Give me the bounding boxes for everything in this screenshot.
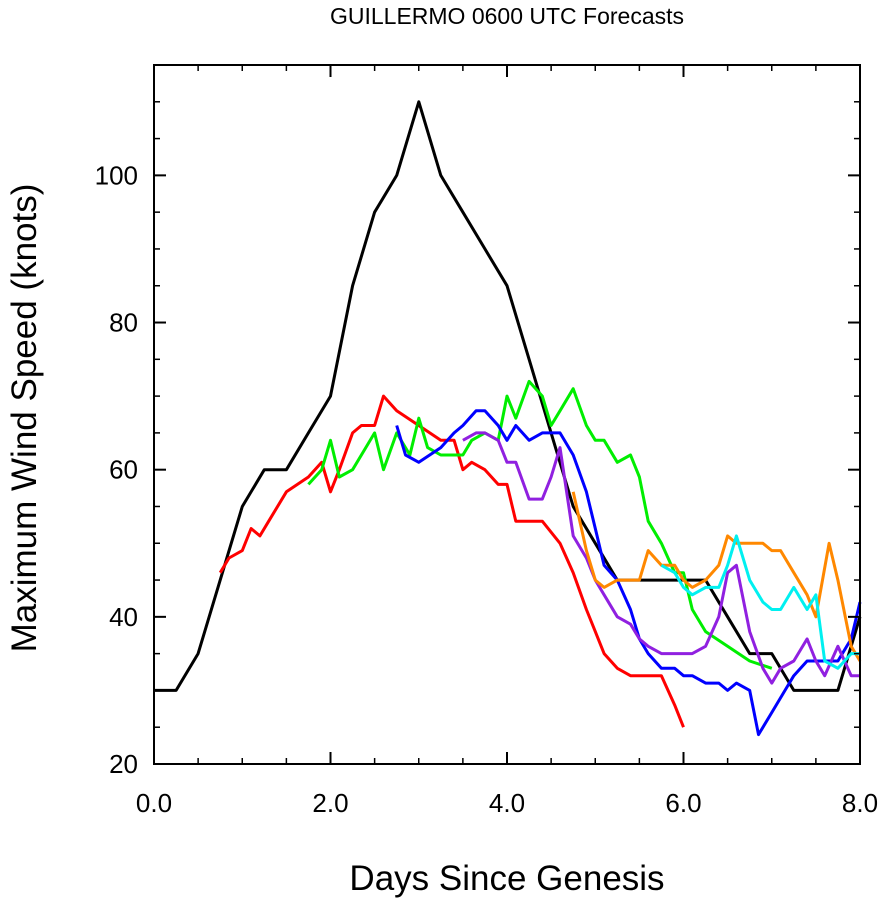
plot-frame [153, 64, 861, 765]
ticks-layer: 0.0 2.0 4.0 6.0 8.0 20 40 60 80 100 [95, 64, 878, 818]
series-layer [154, 100, 862, 737]
chart-title: GUILLERMO 0600 UTC Forecasts [330, 3, 684, 29]
x-tick-label: 6.0 [665, 788, 701, 818]
y-tick-label: 80 [109, 308, 138, 338]
x-tick-label: 4.0 [489, 788, 525, 818]
y-axis-label: Maximum Wind Speed (knots) [5, 184, 44, 653]
series-line-1 [154, 100, 862, 692]
series-line-6 [571, 491, 862, 662]
x-axis-label: Days Since Genesis [349, 859, 664, 898]
series-line-2 [218, 394, 685, 728]
series-line-7 [660, 534, 860, 670]
x-tick-label: 0.0 [136, 788, 172, 818]
series-line-5 [462, 431, 860, 685]
series-line-3 [307, 379, 773, 670]
x-tick-label: 8.0 [842, 788, 878, 818]
y-tick-label: 20 [109, 749, 138, 779]
y-tick-label: 100 [95, 160, 138, 190]
x-tick-label: 2.0 [312, 788, 348, 818]
y-tick-label: 40 [109, 602, 138, 632]
series-line-4 [395, 409, 862, 737]
y-tick-label: 60 [109, 455, 138, 485]
